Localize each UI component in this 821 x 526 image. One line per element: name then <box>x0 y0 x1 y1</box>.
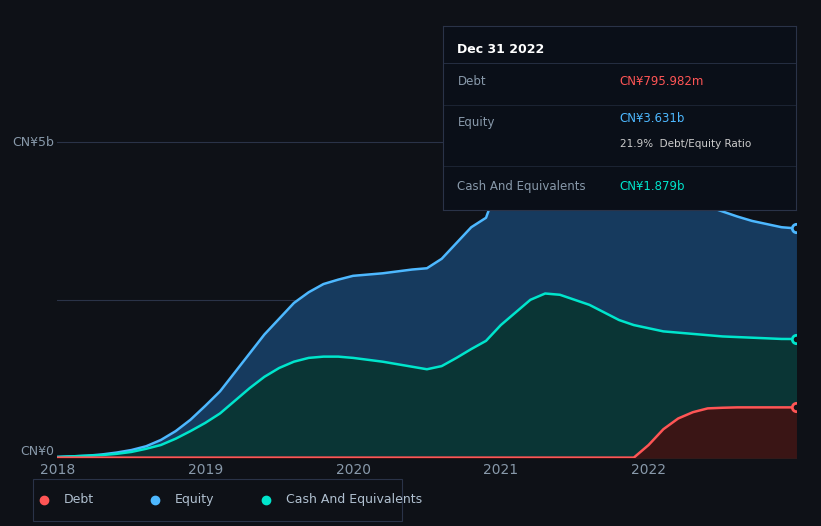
Text: CN¥0: CN¥0 <box>20 444 54 458</box>
Text: Equity: Equity <box>175 493 214 506</box>
Text: Dec 31 2022: Dec 31 2022 <box>457 43 544 56</box>
FancyBboxPatch shape <box>33 479 402 521</box>
Text: Cash And Equivalents: Cash And Equivalents <box>457 180 586 193</box>
Text: 21.9%  Debt/Equity Ratio: 21.9% Debt/Equity Ratio <box>620 139 751 149</box>
Text: CN¥5b: CN¥5b <box>11 136 54 148</box>
Text: CN¥795.982m: CN¥795.982m <box>620 75 704 88</box>
Text: Cash And Equivalents: Cash And Equivalents <box>286 493 422 506</box>
Text: Debt: Debt <box>64 493 94 506</box>
Text: Equity: Equity <box>457 116 495 128</box>
Text: CN¥3.631b: CN¥3.631b <box>620 112 686 125</box>
Text: CN¥1.879b: CN¥1.879b <box>620 180 686 193</box>
Text: Debt: Debt <box>457 75 486 88</box>
